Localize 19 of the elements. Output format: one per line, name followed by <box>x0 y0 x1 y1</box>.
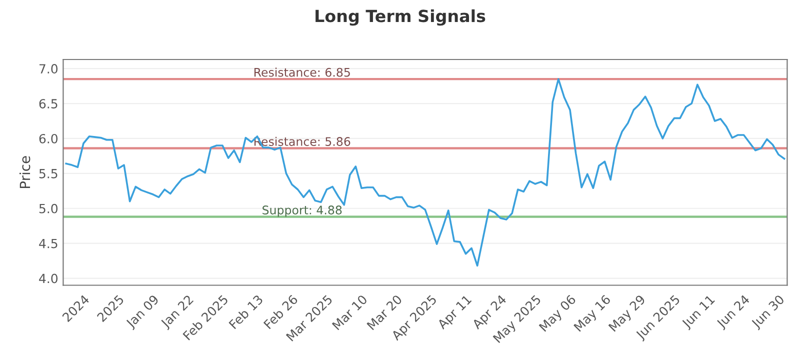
y-tick-label: 6.0 <box>39 134 58 144</box>
y-tick-label: 6.5 <box>39 99 58 108</box>
y-axis-title: Price <box>19 156 30 188</box>
y-tick-label: 4.5 <box>39 238 58 248</box>
x-tick-label: Apr 11 <box>436 294 474 332</box>
x-tick-label: Mar 10 <box>332 294 368 330</box>
x-tick-label: Jun 24 <box>716 294 752 330</box>
x-tick-label: Jun 30 <box>750 294 786 330</box>
y-tick-label: 5.5 <box>39 169 58 178</box>
ref-line-label: Support: 4.88 <box>262 206 342 217</box>
chart-title: Long Term Signals <box>316 9 486 26</box>
x-tick-label: Feb 13 <box>228 294 264 330</box>
line-series <box>65 78 786 267</box>
y-tick-label: 4.0 <box>39 274 58 284</box>
y-tick-label: 7.0 <box>39 64 58 74</box>
y-tick-label: 5.0 <box>39 204 58 214</box>
ref-line-label: Resistance: 6.85 <box>254 68 350 77</box>
x-tick-label: Jan 09 <box>124 294 161 330</box>
x-tick-label: Jun 11 <box>680 294 717 330</box>
